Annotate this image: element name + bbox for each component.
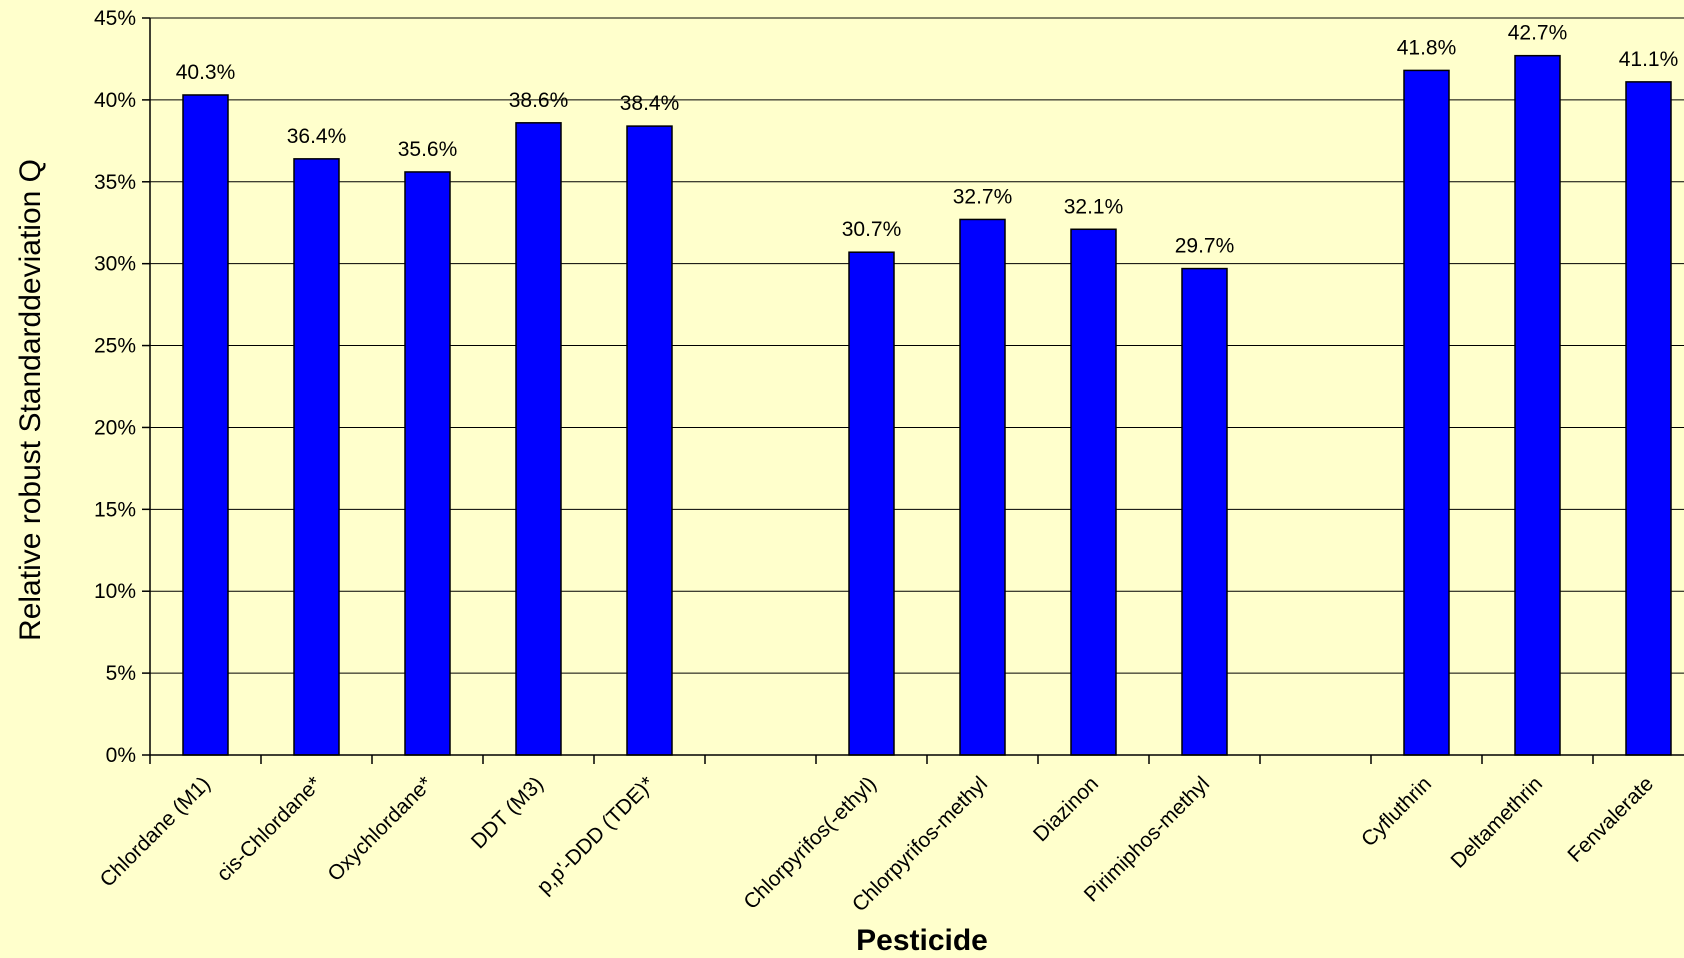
axes <box>142 17 1684 764</box>
y-tick-label: 35% <box>94 171 136 194</box>
bar <box>404 171 451 756</box>
category-label: Cyfluthrin <box>1357 772 1436 851</box>
category-label: Diazinon <box>1029 772 1103 846</box>
data-label: 29.7% <box>1175 235 1235 258</box>
y-tick-label: 10% <box>94 580 136 603</box>
bar <box>1070 228 1117 756</box>
y-tick-label: 30% <box>94 253 136 276</box>
gridlines <box>150 17 1684 674</box>
bars <box>182 54 1672 756</box>
bar <box>293 158 340 756</box>
y-tick-label: 5% <box>106 662 136 685</box>
data-label: 38.6% <box>509 89 569 112</box>
y-tick-label: 0% <box>106 744 136 767</box>
y-tick-labels: 0% 5% 10% 15% 20% 25% 30% 35% 40% 45% <box>94 7 136 767</box>
x-axis-title: Pesticide <box>856 924 988 957</box>
bar <box>1403 69 1450 756</box>
bar <box>515 122 562 756</box>
category-label: Chlordane (M1) <box>96 772 215 891</box>
data-labels: 40.3% 36.4% 35.6% 38.6% 38.4% 30.7% 32.7% 32.1%… <box>176 22 1679 258</box>
data-label: 41.8% <box>1397 36 1457 59</box>
data-label: 32.7% <box>953 185 1013 208</box>
data-label: 41.1% <box>1619 48 1679 71</box>
data-label: 42.7% <box>1508 22 1568 45</box>
data-label: 40.3% <box>176 61 236 84</box>
category-labels: Chlordane (M1)cis-Chlordane*Oxychlordane… <box>96 772 1658 916</box>
y-tick-label: 25% <box>94 335 136 358</box>
bar <box>1514 54 1561 756</box>
y-axis-title: Relative robust Standarddeviation Q <box>14 159 47 641</box>
category-label: cis-Chlordane* <box>212 772 326 886</box>
category-label: Pirimiphos-methyl <box>1080 772 1214 906</box>
data-label: 35.6% <box>398 138 458 161</box>
data-label: 36.4% <box>287 125 347 148</box>
y-tick-label: 45% <box>94 7 136 30</box>
bar <box>1625 81 1672 756</box>
category-label: DDT (M3) <box>467 772 548 853</box>
category-label: Fenvalerate <box>1563 772 1658 867</box>
category-label: Oxychlordane* <box>323 772 437 886</box>
data-label: 38.4% <box>620 92 680 115</box>
bar <box>848 251 895 756</box>
y-tick-label: 40% <box>94 89 136 112</box>
bar <box>1181 267 1228 756</box>
y-tick-label: 20% <box>94 416 136 439</box>
category-label: Deltamethrin <box>1447 772 1547 872</box>
bar <box>182 94 229 756</box>
bar <box>959 218 1006 756</box>
category-label: p,p'-DDD (TDE)* <box>533 772 659 898</box>
bar <box>626 125 673 756</box>
y-tick-label: 15% <box>94 498 136 521</box>
data-label: 32.1% <box>1064 195 1124 218</box>
data-label: 30.7% <box>842 218 902 241</box>
